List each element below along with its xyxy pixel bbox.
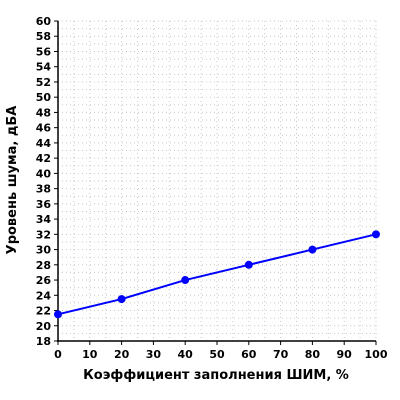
data-point [117, 295, 126, 304]
y-tick-label: 44 [36, 137, 52, 150]
y-tick-label: 42 [36, 152, 51, 165]
y-axis-title: Уровень шума, дБА [5, 106, 20, 255]
x-tick-label: 20 [114, 348, 130, 361]
y-tick-label: 20 [36, 320, 52, 333]
y-tick-label: 48 [36, 106, 51, 119]
y-tick-label: 46 [36, 122, 52, 135]
x-tick-label: 10 [82, 348, 98, 361]
x-tick-label: 50 [209, 348, 225, 361]
x-tick-label: 30 [146, 348, 162, 361]
x-tick-label: 100 [365, 348, 388, 361]
x-tick-label: 90 [337, 348, 353, 361]
y-tick-label: 52 [36, 76, 51, 89]
data-point [244, 260, 253, 269]
y-tick-label: 28 [36, 259, 51, 272]
y-tick-label: 38 [36, 183, 51, 196]
tick-labels: 18 20 22 24 26 28 30 32 34 36 38 40 42 44 46 48 50 52 54 56… [36, 15, 388, 361]
y-tick-label: 34 [36, 213, 52, 226]
y-tick-label: 36 [36, 198, 52, 211]
grid [58, 20, 377, 341]
data-point [308, 245, 317, 254]
series-line [57, 233, 377, 316]
y-tick-label: 60 [36, 15, 52, 28]
x-tick-label: 70 [273, 348, 289, 361]
data-point [54, 310, 62, 319]
x-tick-label: 80 [305, 348, 321, 361]
y-tick-label: 40 [36, 167, 52, 180]
data-point [372, 230, 380, 239]
y-tick-label: 18 [36, 335, 51, 348]
y-tick-label: 30 [36, 244, 52, 257]
axes [54, 20, 377, 345]
x-axis-title: Коэффициент заполнения ШИМ, % [83, 368, 349, 383]
y-tick-label: 54 [36, 61, 52, 74]
y-tick-label: 26 [36, 274, 52, 287]
x-tick-label: 60 [241, 348, 257, 361]
data-point [181, 276, 190, 285]
y-tick-label: 50 [36, 91, 52, 104]
y-tick-label: 58 [36, 30, 51, 43]
y-tick-label: 22 [36, 305, 51, 318]
y-tick-label: 32 [36, 228, 51, 241]
x-tick-label: 0 [54, 348, 62, 361]
y-tick-label: 56 [36, 45, 52, 58]
x-tick-label: 40 [178, 348, 194, 361]
y-tick-label: 24 [36, 289, 52, 302]
series [54, 230, 380, 319]
